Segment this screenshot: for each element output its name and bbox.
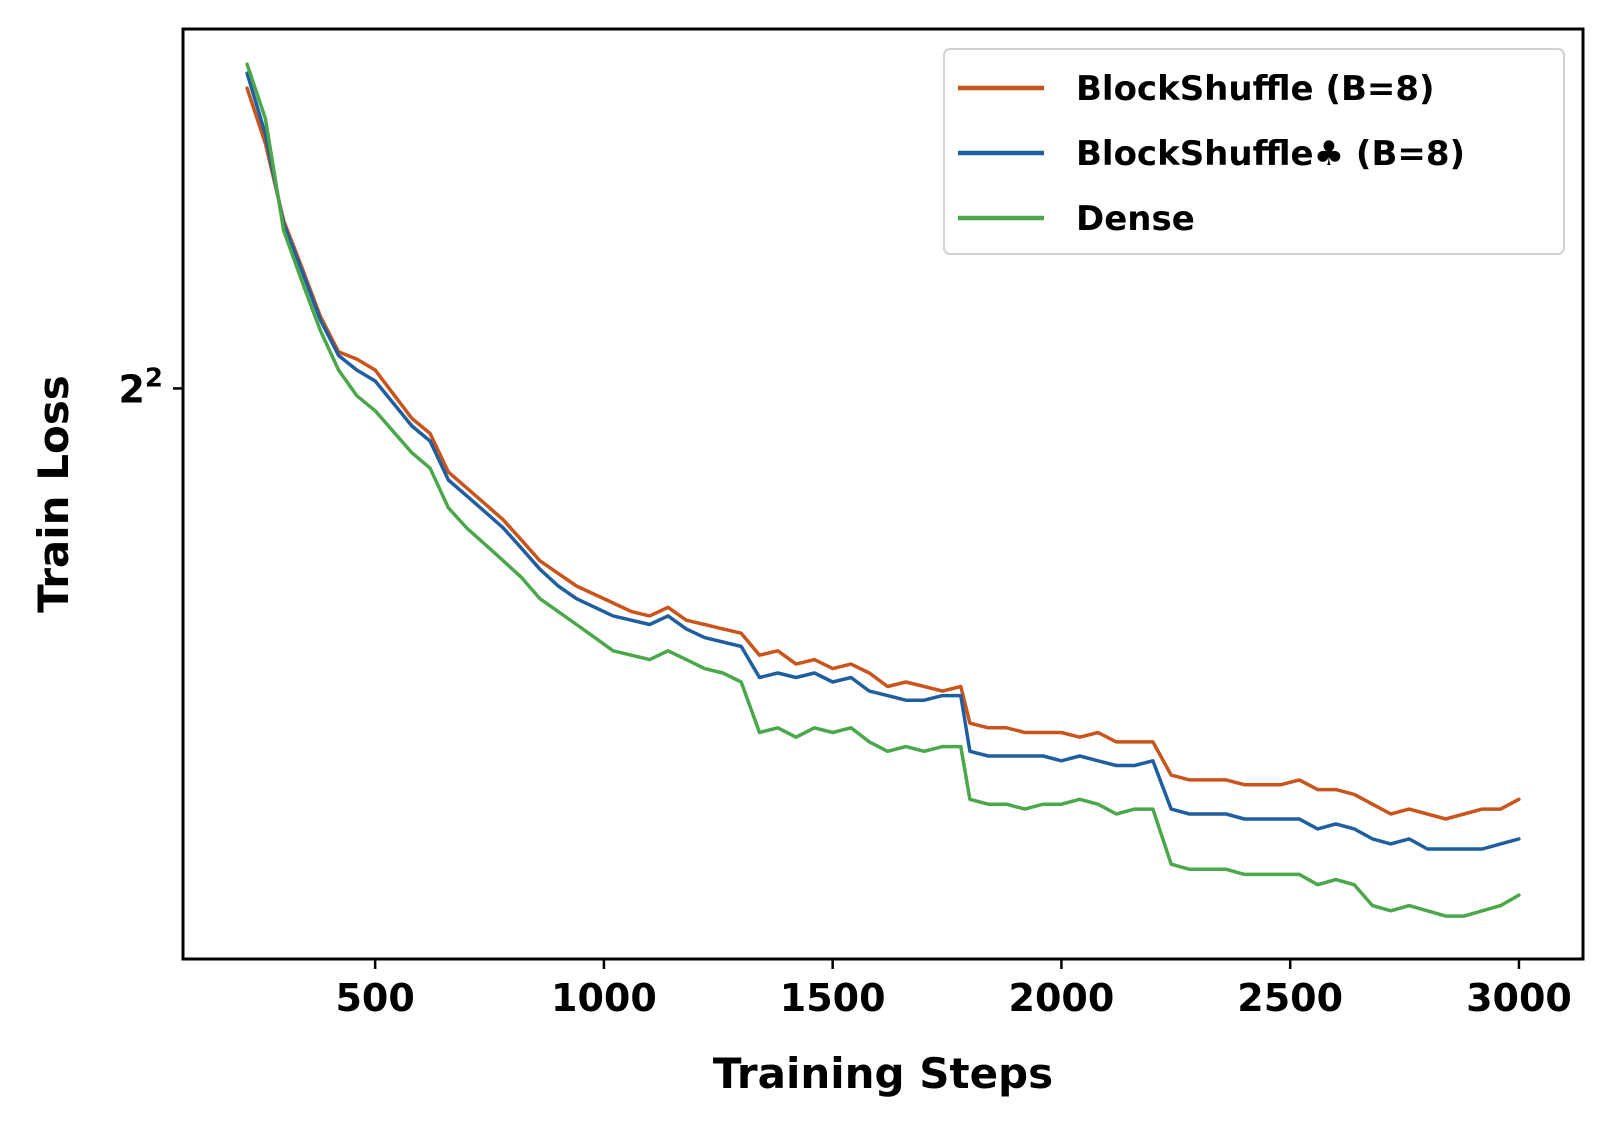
x-axis-label: Training Steps [713,1049,1053,1098]
series-line-2 [245,71,1521,851]
x-tick-label: 1500 [780,976,886,1020]
x-tick-label: 3000 [1466,976,1572,1020]
legend-label: BlockShuffle♣ (B=8) [1076,134,1465,174]
x-axis-ticks: 500 1000 1500 2000 2500 3000 [335,959,1572,1020]
x-tick-label: 500 [335,976,414,1020]
legend-label: Dense [1076,199,1195,239]
legend-entries: BlockShuffle (B=8) BlockShuffle♣ (B=8) Den… [958,69,1465,239]
series-line-3 [245,62,1521,918]
series-line-1 [245,86,1521,821]
legend-label: BlockShuffle (B=8) [1076,69,1435,109]
y-axis-label: Train Loss [29,375,78,613]
x-tick-label: 2500 [1237,976,1343,1020]
series-layer [245,62,1521,918]
legend: BlockShuffle (B=8) BlockShuffle♣ (B=8) Den… [943,48,1565,255]
x-tick-label: 2000 [1009,976,1115,1020]
legend-box [943,48,1565,255]
y-axis-ticks: 22 [118,363,183,411]
y-tick-label: 22 [118,363,163,411]
plot-area-frame [181,27,1585,961]
x-tick-label: 1000 [551,976,657,1020]
